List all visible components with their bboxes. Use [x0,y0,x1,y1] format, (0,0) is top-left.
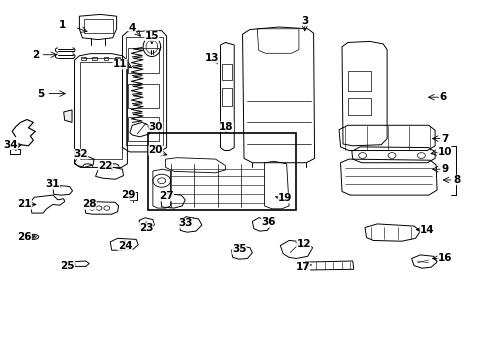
Text: 26: 26 [17,232,32,242]
Text: 11: 11 [113,59,127,69]
Text: 16: 16 [438,253,452,264]
Text: 36: 36 [261,217,276,228]
Text: 3: 3 [301,16,308,26]
Bar [348,98,371,115]
Text: 32: 32 [74,149,88,159]
Text: 24: 24 [118,240,132,251]
Bar [128,117,159,141]
Text: 1: 1 [59,20,66,30]
Text: 34: 34 [3,140,18,150]
Text: 6: 6 [440,92,447,102]
Text: 14: 14 [420,225,435,235]
Text: 10: 10 [438,147,452,157]
Text: 18: 18 [219,122,234,132]
Text: 7: 7 [441,134,449,144]
Bar [130,192,137,200]
Text: 15: 15 [145,31,159,41]
Text: 2: 2 [32,50,39,60]
Bar [84,19,113,33]
Bar [222,88,232,106]
Bar [222,64,232,80]
Text: 21: 21 [17,199,32,210]
Text: 8: 8 [453,175,460,185]
Text: 4: 4 [128,23,136,33]
Text: 30: 30 [148,122,163,132]
Bar [115,57,120,60]
Text: 33: 33 [178,218,193,228]
Polygon shape [64,110,72,122]
Bar [81,57,86,60]
Bar [10,149,20,154]
Text: 35: 35 [232,244,246,254]
Text: 13: 13 [204,53,219,63]
Bar [93,57,98,60]
Bar [128,84,159,108]
Text: 31: 31 [46,179,60,189]
Text: 20: 20 [148,145,163,156]
Text: 5: 5 [37,89,44,99]
Bar [148,133,296,210]
Text: 27: 27 [159,191,174,201]
Text: 25: 25 [60,261,75,271]
Bar [103,57,108,60]
Text: 9: 9 [441,164,448,174]
Text: 12: 12 [296,239,311,249]
Bar [128,48,159,73]
Text: 29: 29 [121,190,136,200]
Bar [348,71,371,91]
Text: 28: 28 [82,199,97,210]
Text: 19: 19 [278,193,293,203]
Text: 17: 17 [295,262,310,272]
Text: 22: 22 [98,161,113,171]
Text: 23: 23 [139,222,153,233]
